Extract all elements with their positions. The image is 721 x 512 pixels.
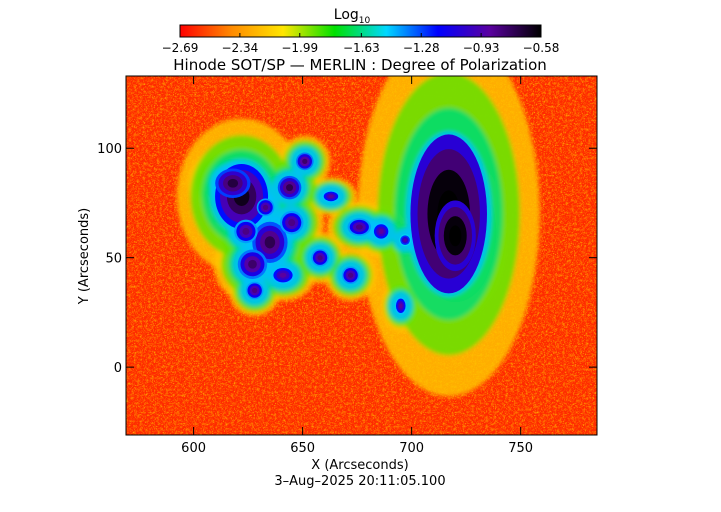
heatmap-feature	[248, 259, 257, 269]
heatmap-feature	[252, 287, 258, 294]
colorbar-tick-label: −2.69	[162, 41, 199, 55]
heatmap-features	[215, 134, 487, 315]
colorbar: Log10 −2.69 −2.34 −1.99 −1.63 −1.28 −0.93 −0.5…	[162, 7, 560, 55]
colorbar-tick-label: −1.63	[343, 41, 380, 55]
y-axis-ticks: 0 50 100	[97, 142, 597, 376]
colorbar-tick-label: −1.99	[281, 41, 318, 55]
heatmap-feature	[355, 224, 363, 230]
heatmap-feature	[449, 225, 462, 247]
y-tick-label: 50	[105, 252, 122, 267]
plot-frame	[125, 75, 598, 436]
x-axis-label: X (Arcseconds)	[311, 458, 408, 473]
colorbar-tick-label: −1.28	[403, 41, 440, 55]
y-axis-label: Y (Arcseconds)	[77, 208, 92, 305]
colorbar-tick-label: −0.93	[463, 41, 500, 55]
heatmap-feature	[286, 184, 294, 192]
heatmap-feature	[328, 194, 334, 199]
heatmap-feature	[317, 255, 323, 261]
colorbar-label: Log10	[334, 7, 371, 26]
colorbar-label-subscript: 10	[359, 16, 371, 26]
heatmap-feature	[347, 272, 354, 278]
colorbar-bar	[179, 24, 542, 38]
x-tick-label: 600	[181, 441, 206, 456]
heatmap-feature	[227, 178, 239, 188]
colorbar-tick-label: −2.34	[221, 41, 258, 55]
heatmap-feature	[279, 272, 287, 278]
chart-title: Hinode SOT/SP — MERLIN : Degree of Polar…	[173, 56, 547, 74]
heatmap-image	[126, 76, 597, 435]
x-tick-label: 750	[508, 441, 533, 456]
heatmap-feature	[264, 236, 276, 249]
timestamp: 3–Aug–2025 20:11:05.100	[274, 474, 445, 489]
x-axis-ticks: 600 650 700 750	[181, 76, 533, 456]
colorbar-tick-label: −0.58	[523, 41, 560, 55]
heatmap-feature	[262, 204, 269, 210]
heatmap-feature	[288, 219, 296, 227]
heatmap-feature	[242, 227, 250, 235]
heatmap-feature	[399, 303, 403, 309]
y-tick-label: 100	[97, 142, 122, 157]
y-tick-label: 0	[114, 361, 122, 376]
heatmap-feature	[403, 238, 407, 242]
heatmap-feature	[378, 228, 384, 235]
heatmap-feature	[302, 158, 308, 164]
colorbar-ticks: −2.69 −2.34 −1.99 −1.63 −1.28 −0.93 −0.58	[162, 33, 560, 55]
x-tick-label: 650	[290, 441, 315, 456]
x-tick-label: 700	[399, 441, 424, 456]
